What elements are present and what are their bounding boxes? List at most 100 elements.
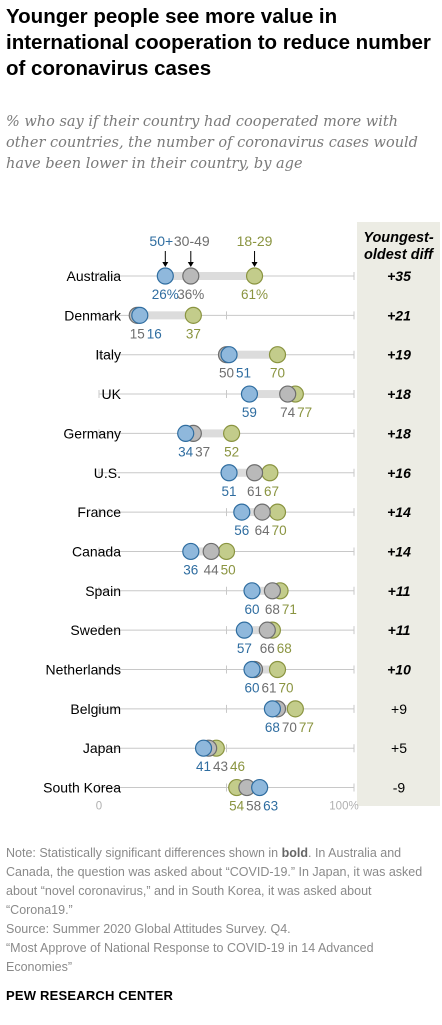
country-label: UK: [102, 386, 122, 402]
dot-a18: [184, 306, 202, 324]
value-label-a50: 59: [242, 405, 257, 420]
value-label-a30: 74: [280, 405, 296, 420]
value-label-a50: 51: [222, 484, 237, 499]
diff-value: +18: [387, 386, 411, 402]
dot-a50: [156, 267, 174, 285]
dot-a18: [245, 267, 264, 285]
source-text: Source: Summer 2020 Global Attitudes Sur…: [6, 922, 291, 936]
range-bar: [226, 350, 278, 359]
dot-a50: [194, 739, 213, 757]
notes-section: Note: Statistically significant differen…: [6, 844, 436, 977]
value-label-a30: 44: [204, 562, 220, 577]
value-label-a30: 66: [260, 641, 275, 656]
value-label-a50: 60: [244, 681, 259, 696]
dot-a30: [263, 582, 281, 600]
value-label-a50: 34: [178, 444, 194, 459]
dot-a50: [251, 778, 269, 797]
legend-label: 30-49: [174, 233, 210, 249]
diff-value: +14: [387, 543, 411, 559]
value-label-a50: 57: [237, 641, 252, 656]
country-label: South Korea: [43, 780, 121, 796]
dot-a18: [223, 424, 241, 442]
dot-a50: [177, 424, 195, 442]
dot-a50: [131, 306, 149, 324]
value-label-a30: 61: [247, 484, 262, 499]
value-label-a30: 68: [265, 602, 280, 617]
country-label: Canada: [72, 543, 121, 559]
value-label-a18: 70: [272, 523, 287, 538]
diff-value: -9: [393, 780, 406, 796]
value-label-a18: 50: [221, 562, 236, 577]
value-label-a30: 43: [213, 759, 228, 774]
diff-value: +10: [387, 662, 411, 678]
dot-a18: [261, 464, 279, 482]
value-label-a18: 61%: [241, 287, 268, 302]
diff-value: +5: [391, 740, 407, 756]
pew-logo-text: PEW RESEARCH CENTER: [6, 988, 174, 1003]
dot-a50: [263, 700, 281, 718]
value-label-a18: 54: [229, 799, 245, 814]
dot-a18: [268, 503, 287, 521]
country-label: Italy: [95, 347, 121, 363]
dot-a30: [245, 464, 264, 482]
range-bar: [185, 429, 232, 438]
dot-a50: [235, 621, 253, 639]
diff-value: +16: [387, 465, 411, 481]
chart-subtitle: % who say if their country had cooperate…: [6, 114, 418, 172]
range-bar: [244, 626, 273, 635]
diff-column-header: Youngest-oldest diff: [357, 230, 440, 264]
note-text: Note: Statistically significant differen…: [6, 846, 423, 917]
legend-arrowhead: [251, 262, 258, 267]
dot-a50: [243, 660, 261, 679]
country-label: Belgium: [70, 701, 121, 717]
diff-header-text: Youngest-oldest diff: [363, 230, 434, 263]
dot-a18: [286, 700, 304, 718]
diff-value: +11: [388, 583, 411, 599]
value-label-a18: 71: [282, 602, 297, 617]
diff-value: +18: [387, 425, 411, 441]
report-title: “Most Approve of National Response to CO…: [6, 941, 374, 974]
dot-a30: [182, 267, 200, 285]
value-label-a18: 77: [297, 405, 312, 420]
value-label-a50: 51: [236, 366, 251, 381]
value-label-a50: 68: [265, 720, 280, 735]
dot-a18: [217, 542, 236, 561]
country-label: Germany: [63, 425, 121, 441]
value-label-a50: 56: [234, 523, 249, 538]
country-label: Spain: [85, 583, 121, 599]
dot-a18: [268, 346, 287, 364]
value-label-a50: 41: [196, 759, 211, 774]
value-label-a18: 67: [264, 484, 279, 499]
value-label-a18: 70: [278, 681, 293, 696]
country-label: Sweden: [70, 622, 121, 638]
legend-label: 18-29: [237, 233, 273, 249]
value-label-a30: 36%: [177, 287, 204, 302]
chart-title: Younger people see more value in interna…: [6, 5, 431, 80]
value-label-a50: 16: [147, 326, 162, 341]
diff-value: +19: [387, 347, 411, 363]
value-label-a30: 70: [282, 720, 297, 735]
dot-a50: [220, 346, 238, 364]
dot-a18: [268, 660, 287, 679]
range-bar: [252, 665, 278, 674]
country-label: Netherlands: [46, 662, 122, 678]
legend-label: 50+: [149, 233, 173, 249]
value-label-a50: 36: [183, 562, 198, 577]
dot-a30: [253, 503, 271, 521]
country-label: U.S.: [94, 465, 121, 481]
dot-a30: [202, 542, 220, 561]
value-label-a50: 60: [244, 602, 259, 617]
range-bar: [249, 390, 296, 399]
country-label: Australia: [67, 268, 122, 284]
value-label-a18: 68: [277, 641, 292, 656]
value-label-a50: 26%: [152, 287, 179, 302]
value-label-a18: 46: [230, 759, 245, 774]
axis-label-max: 100%: [329, 801, 358, 813]
dot-a30: [279, 385, 297, 403]
country-label: France: [77, 504, 121, 520]
diff-value: +35: [387, 268, 411, 284]
dot-a50: [243, 582, 261, 600]
value-label-a18: 70: [270, 366, 285, 381]
value-label-a30: 61: [261, 681, 276, 696]
